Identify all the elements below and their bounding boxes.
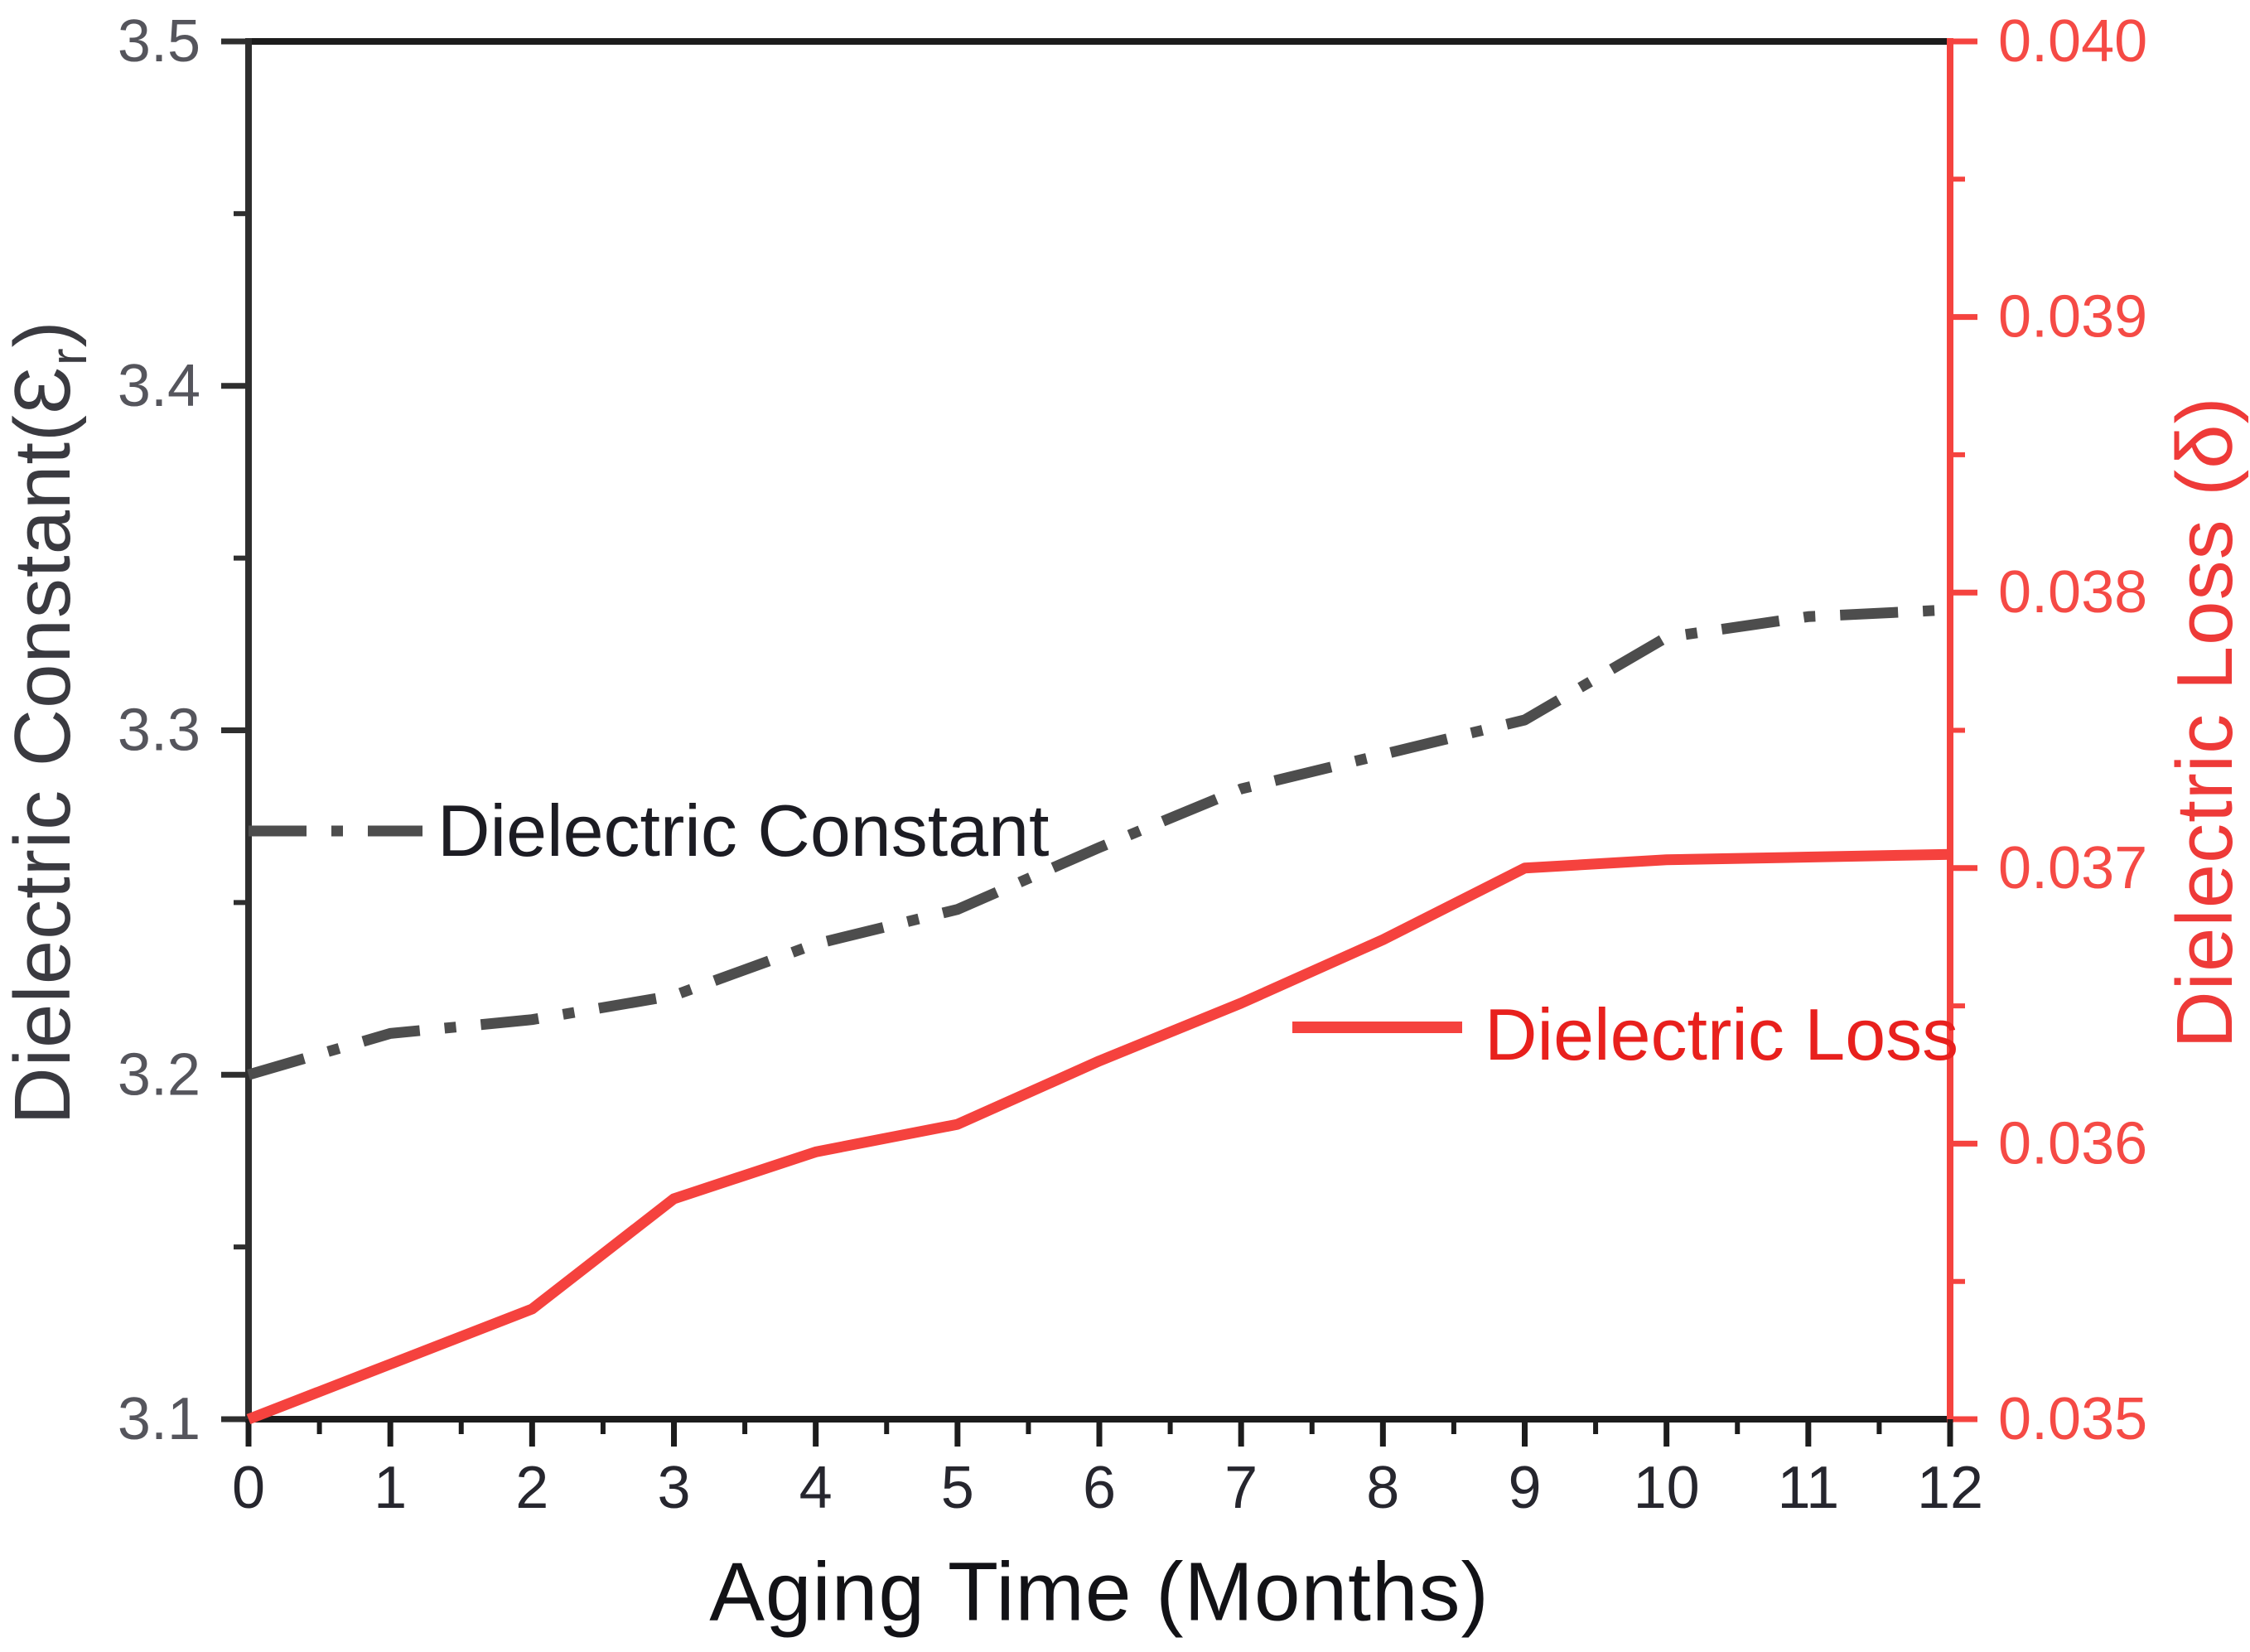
left-axis-tick-label: 3.3 <box>118 698 200 764</box>
right-axis-tick-label: 0.036 <box>1998 1110 2147 1176</box>
right-axis-tick-label: 0.038 <box>1998 559 2147 626</box>
left-axis-tick-label: 3.4 <box>118 353 200 419</box>
x-axis-tick-label: 8 <box>1366 1455 1399 1521</box>
right-axis-tick-label: 0.040 <box>1998 8 2147 75</box>
left-axis-tick-label: 3.2 <box>118 1041 200 1108</box>
series-line-dielectric-constant <box>247 604 1951 1080</box>
x-axis-tick-label: 1 <box>374 1455 407 1521</box>
x-axis-tick-label: 11 <box>1777 1455 1839 1521</box>
left-axis-tick-label: 3.1 <box>118 1386 200 1452</box>
series-line-dielectric-loss <box>246 848 1951 1425</box>
x-axis-tick-label: 3 <box>657 1455 690 1521</box>
x-axis-tick-label: 2 <box>515 1455 548 1521</box>
x-axis-tick-label: 5 <box>941 1455 974 1521</box>
x-axis-tick-label: 12 <box>1917 1455 1983 1521</box>
left-axis-title: Dielectric Constant(Ɛr) <box>0 320 99 1124</box>
legend-label-dielectric-constant: Dielectric Constant <box>437 790 1050 872</box>
x-axis-tick-label: 9 <box>1508 1455 1541 1521</box>
right-axis-tick-label: 0.039 <box>1998 284 2147 350</box>
x-axis-tick-label: 7 <box>1224 1455 1258 1521</box>
x-axis-tick-label: 0 <box>232 1455 265 1521</box>
x-axis-title: Aging Time (Months) <box>709 1545 1490 1639</box>
left-axis-title-text: Dielectric Constant(Ɛ <box>0 365 87 1125</box>
right-axis-tick-label: 0.037 <box>1998 835 2147 901</box>
right-axis-title: Dielectric Loss (δ) <box>2161 396 2249 1049</box>
x-axis-tick-label: 4 <box>799 1455 833 1521</box>
left-axis-title-subscript: r <box>41 347 99 366</box>
left-axis-title-close: ) <box>0 320 87 348</box>
right-axis-tick-label: 0.035 <box>1998 1386 2147 1452</box>
legend-label-dielectric-loss: Dielectric Loss <box>1485 993 1959 1075</box>
x-axis-tick-label: 6 <box>1083 1455 1116 1521</box>
left-axis-tick-label: 3.5 <box>118 8 200 75</box>
x-axis-tick-label: 10 <box>1634 1455 1700 1521</box>
